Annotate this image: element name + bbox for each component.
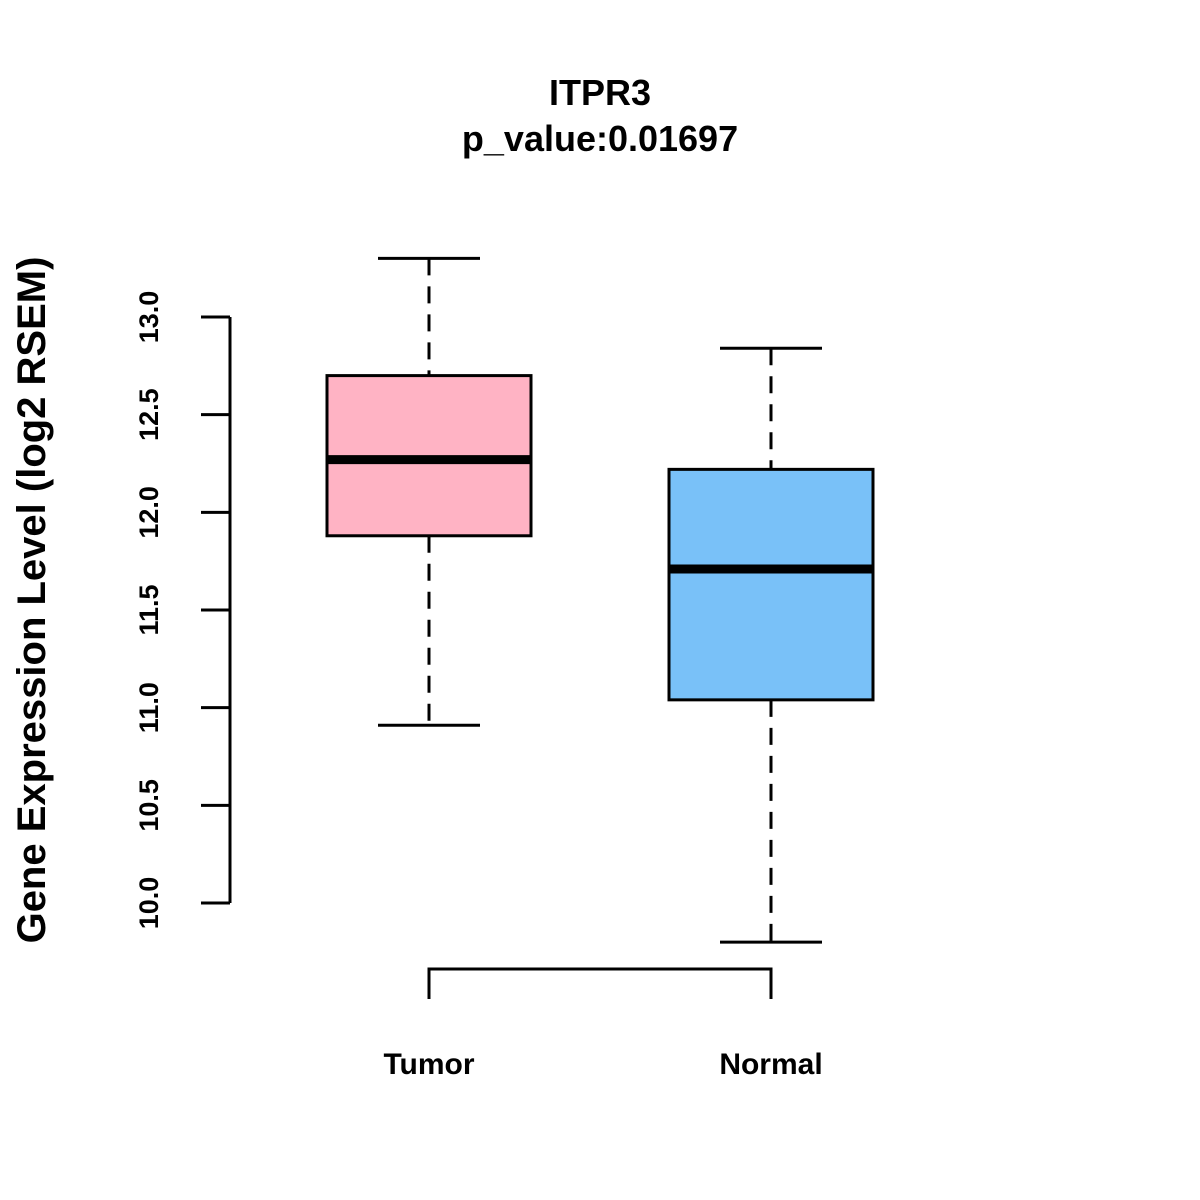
box-group: [325, 256, 875, 944]
y-tick-label: 12.5: [134, 388, 164, 441]
y-tick-label: 10.0: [134, 877, 164, 930]
x-axis-labels: Tumor Normal: [383, 1048, 822, 1081]
chart-subtitle: p_value:0.01697: [462, 118, 738, 159]
y-axis-ticks: 10.0 10.5 11.0 11.5 12.0 12.5 13.0: [134, 291, 230, 930]
box-tumor: [325, 256, 533, 727]
chart-title: ITPR3: [549, 72, 651, 113]
y-axis-label: Gene Expression Level (log2 RSEM): [10, 257, 54, 944]
y-tick-label: 11.5: [134, 584, 164, 635]
comparison-bracket: [427, 967, 773, 999]
y-tick-label: 10.5: [134, 779, 164, 832]
iqr-box: [667, 467, 875, 702]
x-label-tumor: Tumor: [383, 1048, 474, 1081]
y-tick-label: 11.0: [134, 682, 164, 733]
y-tick-label: 12.0: [134, 486, 164, 539]
y-tick-label: 13.0: [134, 291, 164, 344]
bracket-line: [427, 967, 773, 999]
x-label-normal: Normal: [719, 1048, 822, 1081]
box-normal: [667, 346, 875, 944]
